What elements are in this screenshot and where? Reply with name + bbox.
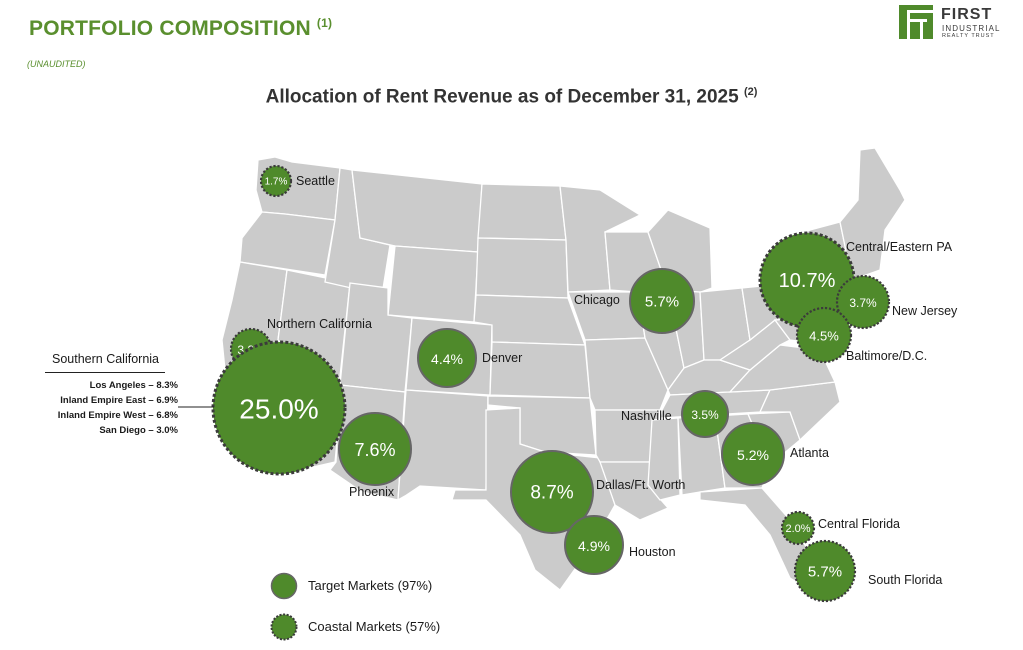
bubble-south-florida (793, 539, 857, 603)
market-label-new-jersey: New Jersey (892, 304, 958, 318)
socal-divider (45, 372, 165, 373)
bubble-central-florida (780, 510, 816, 546)
market-label-chicago: Chicago (574, 293, 620, 307)
market-label-denver: Denver (482, 351, 522, 365)
bubble-value-nashville: 3.5% (691, 408, 719, 422)
bubble-phoenix (338, 412, 412, 486)
state-oregon (239, 211, 336, 276)
bubble-value-central-florida: 2.0% (785, 523, 810, 535)
chart-title-note: (2) (743, 86, 758, 98)
bubble-value-central-eastern-pa: 10.7% (779, 270, 836, 292)
bubble-baltimore-dc (795, 306, 853, 364)
market-label-houston: Houston (629, 545, 676, 559)
market-label-atlanta: Atlanta (790, 446, 829, 460)
page-title-note: (1) (316, 16, 333, 30)
bubble-seattle (259, 164, 293, 198)
unaudited-label: (UNAUDITED) (27, 59, 86, 69)
bubble-value-southern-california: 25.0% (239, 394, 318, 425)
market-label-nashville: Nashville (621, 409, 672, 423)
market-label-central-eastern-pa: Central/Eastern PA (846, 240, 953, 254)
bubble-new-jersey (835, 274, 891, 330)
market-label-seattle: Seattle (296, 174, 335, 188)
bubble-southern-california (211, 340, 347, 476)
market-label-northern-california: Northern California (267, 317, 372, 331)
market-label-south-florida: South Florida (868, 573, 942, 587)
bubble-value-baltimore-dc: 4.5% (809, 329, 839, 344)
bubble-value-phoenix: 7.6% (354, 440, 395, 460)
bubble-value-chicago: 5.7% (645, 294, 679, 311)
bubble-nashville (681, 390, 729, 438)
bubble-value-south-florida: 5.7% (808, 564, 842, 581)
bubble-denver (417, 328, 477, 388)
socal-breakdown-list: Los Angeles – 8.3% Inland Empire East – … (22, 378, 178, 438)
legend-coastal-label: Coastal Markets (57%) (308, 619, 441, 634)
legend-target-label: Target Markets (97%) (308, 578, 433, 593)
state-south-dakota (475, 237, 569, 299)
bubble-dallas (510, 450, 594, 534)
socal-item-inland-empire-west: Inland Empire West – 6.8% (57, 410, 178, 421)
state-wyoming (387, 245, 479, 323)
bubble-value-seattle: 1.7% (265, 177, 288, 188)
bubble-chicago (629, 268, 695, 334)
state-north-dakota (477, 183, 567, 241)
market-label-central-florida: Central Florida (818, 517, 900, 531)
page-title: PORTFOLIO COMPOSITION (1) (29, 16, 332, 41)
bubble-houston (564, 515, 624, 575)
state-new-england (839, 147, 906, 281)
market-label-dallas: Dallas/Ft. Worth (596, 478, 685, 492)
logo-text-industrial: INDUSTRIAL (942, 24, 1001, 33)
logo-text-realty-trust: REALTY TRUST (942, 33, 995, 39)
company-logo: FIRST INDUSTRIAL REALTY TRUST (899, 5, 1014, 41)
socal-item-san-diego: San Diego – 3.0% (99, 425, 178, 436)
bubble-atlanta (721, 422, 785, 486)
socal-heading: Southern California (52, 352, 160, 366)
bubble-value-atlanta: 5.2% (737, 447, 769, 463)
bubble-value-houston: 4.9% (578, 538, 610, 554)
market-label-phoenix: Phoenix (349, 485, 395, 499)
socal-item-inland-empire-east: Inland Empire East – 6.9% (60, 395, 178, 406)
bubble-value-dallas: 8.7% (530, 483, 573, 504)
chart-title-text: Allocation of Rent Revenue as of Decembe… (265, 86, 739, 108)
market-labels: Seattle Northern California Phoenix Denver D… (267, 174, 958, 587)
page-title-text: PORTFOLIO COMPOSITION (29, 17, 311, 40)
legend-coastal-swatch (270, 613, 298, 641)
state-mississippi (647, 417, 681, 501)
bubble-value-denver: 4.4% (431, 351, 463, 367)
bubble-value-new-jersey: 3.7% (849, 296, 877, 310)
market-bubbles: 1.7%3.2%25.0%7.6%4.4%8.7%4.9%5.7%3.5%5.2… (211, 164, 891, 603)
market-label-baltimore-dc: Baltimore/D.C. (846, 349, 927, 363)
chart-title: Allocation of Rent Revenue as of Decembe… (0, 86, 1023, 108)
socal-item-los-angeles: Los Angeles – 8.3% (89, 380, 178, 391)
logo-mark-icon (899, 5, 933, 39)
logo-text-first: FIRST (941, 6, 993, 23)
legend-target-swatch (270, 572, 298, 600)
state-montana (351, 169, 483, 253)
